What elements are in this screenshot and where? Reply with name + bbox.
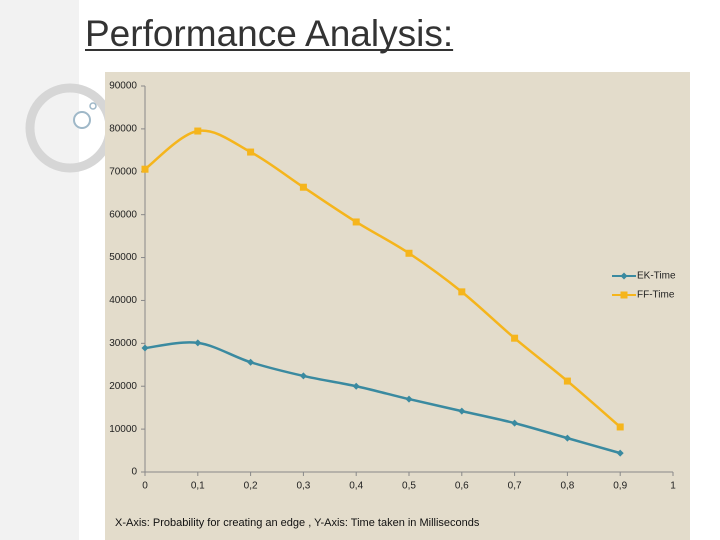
axis-caption: X-Axis: Probability for creating an edge… (115, 517, 480, 529)
y-tick-label: 80000 (109, 124, 137, 135)
y-tick-label: 40000 (109, 295, 137, 306)
marker (458, 288, 466, 296)
marker (247, 358, 255, 366)
x-tick-label: 0,7 (508, 481, 522, 492)
y-tick-label: 70000 (109, 166, 137, 177)
y-tick-label: 60000 (109, 209, 137, 220)
y-tick-label: 20000 (109, 381, 137, 392)
legend-marker (620, 291, 628, 299)
x-tick-label: 0,2 (244, 481, 258, 492)
x-tick-label: 0,8 (560, 481, 574, 492)
marker (511, 334, 519, 342)
legend-label: EK-Time (637, 271, 676, 282)
marker (616, 423, 624, 431)
x-tick-label: 0 (142, 481, 148, 492)
x-tick-label: 0,3 (296, 481, 310, 492)
marker (194, 339, 202, 347)
y-tick-label: 90000 (109, 81, 137, 92)
marker (511, 419, 519, 427)
legend-marker (620, 272, 628, 280)
marker (563, 434, 571, 442)
marker (352, 218, 360, 226)
marker (141, 165, 149, 173)
deco-dot (73, 111, 91, 129)
series-line (144, 341, 621, 455)
x-tick-label: 0,1 (191, 481, 205, 492)
deco-dot (89, 102, 97, 110)
slide-title: Performance Analysis: (85, 13, 453, 54)
y-tick-label: 30000 (109, 338, 137, 349)
marker (194, 127, 202, 135)
marker (352, 382, 360, 390)
y-tick-label: 0 (131, 467, 137, 478)
marker (141, 344, 149, 352)
marker (299, 183, 307, 191)
y-tick-label: 50000 (109, 252, 137, 263)
chart-area (105, 72, 690, 540)
y-tick-label: 10000 (109, 424, 137, 435)
marker (405, 249, 413, 257)
side-band (0, 0, 79, 540)
marker (299, 372, 307, 380)
marker (458, 407, 466, 415)
series-line (144, 129, 622, 428)
x-tick-label: 0,4 (349, 481, 363, 492)
x-tick-label: 1 (670, 481, 676, 492)
x-tick-label: 0,6 (455, 481, 469, 492)
marker (563, 377, 571, 385)
marker (616, 449, 624, 457)
x-tick-label: 0,9 (613, 481, 627, 492)
marker (247, 148, 255, 156)
x-tick-label: 0,5 (402, 481, 416, 492)
marker (405, 395, 413, 403)
legend-label: FF-Time (637, 290, 675, 301)
